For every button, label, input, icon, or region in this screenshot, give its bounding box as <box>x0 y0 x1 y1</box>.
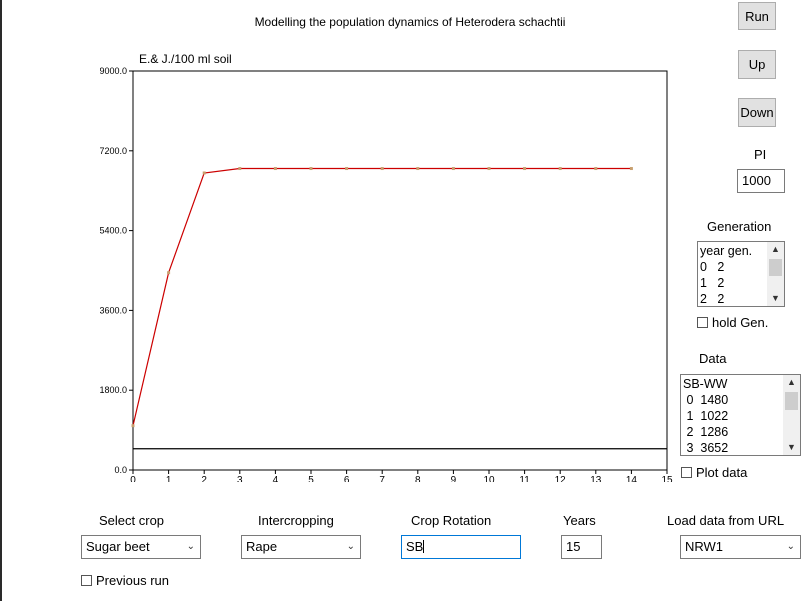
checkbox-icon[interactable] <box>681 467 692 478</box>
data-point <box>309 167 313 171</box>
data-label: Data <box>699 351 727 366</box>
scroll-down-icon[interactable]: ▼ <box>771 293 780 303</box>
x-tick-label: 2 <box>201 475 207 482</box>
checkbox-icon[interactable] <box>81 575 92 586</box>
list-item[interactable]: 1 1022 <box>683 409 729 423</box>
up-button[interactable]: Up <box>738 50 776 79</box>
hold-gen-checkbox[interactable]: hold Gen. <box>697 315 768 330</box>
generation-label: Generation <box>707 219 772 234</box>
generation-list[interactable]: year gen. 0 2 1 2 2 2 ▲ ▼ <box>697 241 785 307</box>
data-point <box>131 424 135 428</box>
list-item[interactable]: 0 1480 <box>683 393 729 407</box>
years-input[interactable]: 15 <box>561 535 602 559</box>
plot-data-label: Plot data <box>696 465 748 480</box>
window-left-border <box>0 0 2 601</box>
data-point <box>451 167 455 171</box>
data-point <box>594 167 598 171</box>
list-item[interactable]: 2 1286 <box>683 425 729 439</box>
page-title: Modelling the population dynamics of Het… <box>254 15 566 29</box>
y-tick-label: 0.0 <box>114 465 127 475</box>
x-tick-label: 14 <box>626 475 638 482</box>
list-item[interactable]: 3 3652 <box>683 441 729 455</box>
scroll-thumb[interactable] <box>785 392 798 410</box>
chevron-down-icon[interactable]: ⌄ <box>186 541 195 552</box>
x-tick-label: 9 <box>451 475 457 482</box>
checkbox-icon[interactable] <box>697 317 708 328</box>
data-list[interactable]: SB-WW 0 1480 1 1022 2 1286 3 3652 ▲ ▼ <box>680 374 801 456</box>
intercropping-value: Rape <box>246 539 278 554</box>
list-item[interactable]: 1 2 <box>700 276 725 290</box>
x-tick-label: 5 <box>308 475 314 482</box>
scroll-down-icon[interactable]: ▼ <box>787 442 796 452</box>
x-tick-label: 13 <box>590 475 602 482</box>
previous-run-label: Previous run <box>96 573 169 588</box>
data-point <box>380 167 384 171</box>
data-point <box>416 167 420 171</box>
data-point <box>487 167 491 171</box>
x-tick-label: 11 <box>519 475 530 482</box>
scroll-up-icon[interactable]: ▲ <box>787 377 796 387</box>
data-point <box>629 167 633 171</box>
crop-rotation-value: SB <box>406 539 424 554</box>
data-point <box>523 167 527 171</box>
data-point <box>345 167 349 171</box>
load-url-value: NRW1 <box>685 539 724 554</box>
chart-y-axis-label: E.& J./100 ml soil <box>139 52 232 66</box>
data-scrollbar[interactable]: ▲ ▼ <box>783 375 800 455</box>
x-tick-label: 4 <box>273 475 279 482</box>
generation-scrollbar[interactable]: ▲ ▼ <box>767 242 784 306</box>
list-item[interactable]: 2 2 <box>700 292 725 306</box>
list-item[interactable]: year gen. <box>700 244 753 258</box>
hold-gen-label: hold Gen. <box>712 315 769 330</box>
text-cursor <box>423 540 425 553</box>
data-point <box>238 167 242 171</box>
previous-run-checkbox[interactable]: Previous run <box>81 573 169 588</box>
x-tick-label: 6 <box>344 475 350 482</box>
x-tick-label: 12 <box>555 475 567 482</box>
data-point <box>202 171 206 175</box>
select-crop-value: Sugar beet <box>86 539 150 554</box>
x-tick-label: 1 <box>166 475 172 482</box>
intercropping-label: Intercropping <box>258 513 334 528</box>
data-point <box>273 167 277 171</box>
list-item[interactable]: SB-WW <box>683 377 728 391</box>
run-button[interactable]: Run <box>738 2 776 30</box>
plot-data-checkbox[interactable]: Plot data <box>681 465 747 480</box>
y-tick-label: 1800.0 <box>100 385 127 395</box>
scroll-up-icon[interactable]: ▲ <box>771 244 780 254</box>
data-point <box>167 271 171 275</box>
down-button[interactable]: Down <box>738 98 776 127</box>
pi-label: PI <box>754 147 767 162</box>
x-tick-label: 0 <box>130 475 136 482</box>
x-tick-label: 7 <box>379 475 385 482</box>
select-crop-dropdown[interactable]: Sugar beet ⌄ <box>81 535 201 559</box>
y-tick-label: 7200.0 <box>100 146 127 156</box>
load-url-dropdown[interactable]: NRW1 ⌄ <box>680 535 801 559</box>
x-tick-label: 3 <box>237 475 243 482</box>
data-point <box>558 167 562 171</box>
years-label: Years <box>563 513 596 528</box>
x-tick-label: 15 <box>661 475 673 482</box>
select-crop-label: Select crop <box>99 513 165 528</box>
chevron-down-icon[interactable]: ⌄ <box>346 541 355 552</box>
y-tick-label: 5400.0 <box>100 226 127 236</box>
y-tick-label: 3600.0 <box>100 305 127 315</box>
chevron-down-icon[interactable]: ⌄ <box>786 541 795 552</box>
intercropping-dropdown[interactable]: Rape ⌄ <box>241 535 361 559</box>
pi-input[interactable]: 1000 <box>737 169 785 193</box>
x-tick-label: 10 <box>483 475 495 482</box>
scroll-thumb[interactable] <box>769 259 782 276</box>
list-item[interactable]: 0 2 <box>700 260 725 274</box>
load-url-label: Load data from URL <box>667 513 785 528</box>
plot-area <box>132 70 668 471</box>
crop-rotation-input[interactable]: SB <box>401 535 521 559</box>
y-tick-label: 9000.0 <box>100 66 127 76</box>
crop-rotation-label: Crop Rotation <box>411 513 492 528</box>
x-tick-label: 8 <box>415 475 421 482</box>
